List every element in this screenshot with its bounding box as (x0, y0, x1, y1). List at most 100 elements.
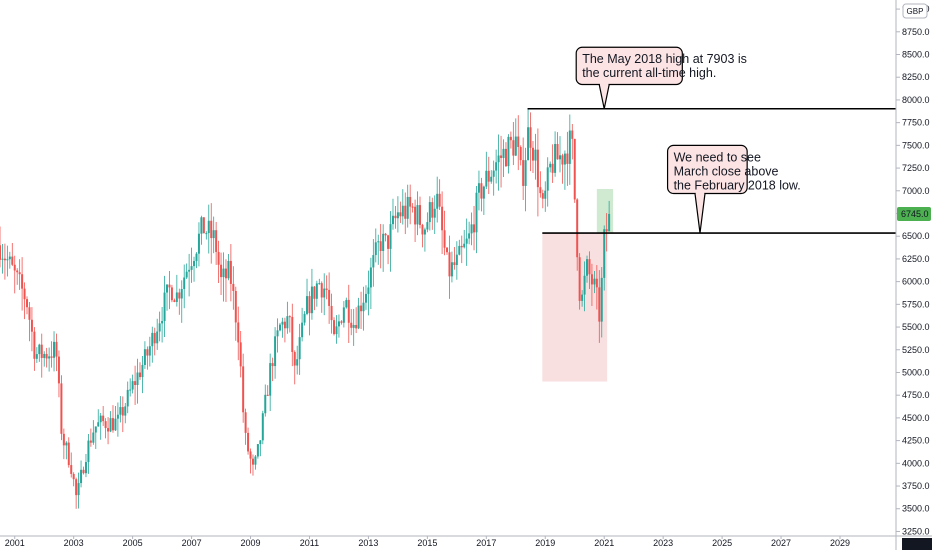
candle (220, 252, 223, 296)
candle-body (391, 215, 394, 225)
candle-body (141, 364, 144, 378)
candle-body (146, 349, 149, 356)
candle-body (45, 353, 48, 359)
candle (148, 336, 151, 367)
candle-body (320, 283, 323, 298)
candle (82, 466, 85, 475)
candle-body (35, 354, 38, 359)
candle (377, 234, 380, 265)
candle-body (28, 307, 31, 320)
candle-body (595, 278, 598, 288)
candle (497, 134, 500, 191)
candle-body (0, 245, 1, 260)
candle-body (364, 293, 367, 303)
currency-badge[interactable]: GBP (902, 3, 928, 19)
candle-body (16, 270, 19, 273)
candle (65, 441, 68, 460)
candle (232, 266, 235, 310)
candle (534, 133, 537, 180)
candle-body (428, 202, 431, 223)
candle-body (495, 162, 498, 171)
candle-body (202, 217, 205, 234)
candle-body (185, 271, 188, 278)
candle-body (482, 186, 485, 199)
candle (40, 333, 43, 378)
candle-body (406, 196, 409, 219)
currency-label: GBP (907, 7, 924, 16)
candle-body (227, 260, 230, 279)
candle (23, 282, 26, 320)
candle (379, 223, 382, 269)
y-tick-label: 6250.0 (902, 254, 930, 264)
candle-body (443, 230, 446, 248)
candle-body (360, 305, 363, 312)
candle (153, 327, 156, 356)
candle (401, 189, 404, 225)
candle (217, 240, 220, 283)
candle-body (323, 288, 326, 298)
candle (30, 307, 33, 352)
candle-body (217, 251, 220, 265)
candle-body (374, 242, 377, 256)
currency-badge-box (902, 3, 928, 19)
candle (111, 405, 114, 433)
candle-body (205, 233, 208, 235)
candle (244, 408, 247, 445)
candle (77, 472, 80, 509)
candle-body (62, 433, 65, 446)
callout-pointer (598, 84, 610, 109)
candle (554, 131, 557, 177)
y-tick-label: 5750.0 (902, 299, 930, 309)
candle-body (244, 412, 247, 433)
candle-body (431, 202, 434, 218)
candle (124, 402, 127, 424)
candle (107, 417, 110, 445)
candle-body (490, 176, 493, 182)
candle-body (264, 394, 267, 414)
candle (175, 274, 178, 307)
x-tick-label: 2001 (5, 538, 25, 548)
candle-body (281, 321, 284, 325)
candle-body (84, 462, 87, 474)
candle-body (382, 233, 385, 251)
candle-body (72, 473, 75, 480)
candle-body (291, 316, 294, 352)
candle (588, 251, 591, 289)
candle-body (573, 138, 576, 200)
callout-text-line: We need to see (674, 150, 761, 164)
candle (502, 139, 505, 177)
candle-body (266, 394, 269, 396)
candle-body (102, 415, 105, 422)
candle (441, 191, 444, 255)
candle-body (288, 316, 291, 318)
x-tick-label: 2015 (417, 538, 437, 548)
candle (323, 273, 326, 316)
candle-body (65, 442, 68, 446)
candle (43, 351, 46, 367)
candle-body (129, 389, 132, 391)
candle (519, 145, 522, 166)
candle (482, 185, 485, 215)
callout-pointer (694, 193, 706, 234)
x-tick-label: 2025 (712, 538, 732, 548)
candle (524, 147, 527, 212)
candle (372, 239, 375, 287)
candle-body (347, 299, 350, 323)
candle (369, 257, 372, 310)
candle (399, 201, 402, 224)
candle-body (50, 356, 53, 358)
candle-body (3, 258, 6, 261)
candle (134, 365, 137, 405)
last-price-label: 6745.0 (901, 209, 929, 219)
candle-body (136, 372, 139, 386)
candle-body (99, 415, 102, 423)
candle (320, 281, 323, 313)
candle (224, 259, 227, 302)
candle (53, 331, 56, 372)
candle-body (541, 193, 544, 199)
candle (136, 358, 139, 404)
candle (544, 181, 547, 212)
